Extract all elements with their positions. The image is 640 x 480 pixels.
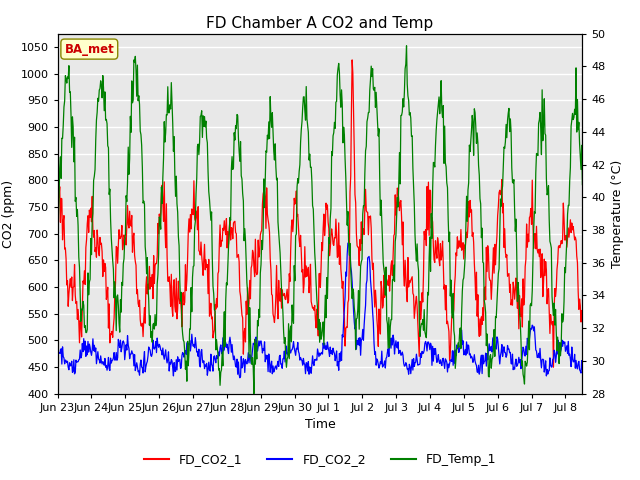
Y-axis label: CO2 (ppm): CO2 (ppm) [2, 180, 15, 248]
Title: FD Chamber A CO2 and Temp: FD Chamber A CO2 and Temp [206, 16, 434, 31]
Text: BA_met: BA_met [65, 43, 114, 56]
Y-axis label: Temperature (°C): Temperature (°C) [611, 159, 624, 268]
X-axis label: Time: Time [305, 418, 335, 431]
Legend: FD_CO2_1, FD_CO2_2, FD_Temp_1: FD_CO2_1, FD_CO2_2, FD_Temp_1 [139, 448, 501, 471]
